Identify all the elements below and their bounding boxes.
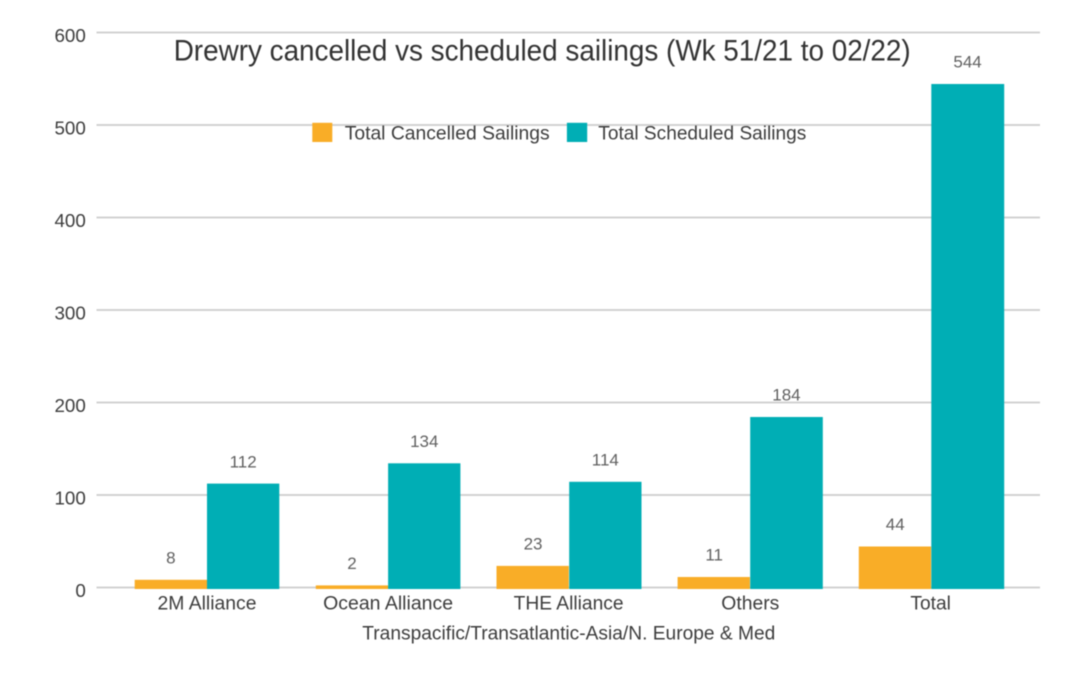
svg-text:Ocean Alliance: Ocean Alliance bbox=[323, 594, 453, 615]
svg-text:300: 300 bbox=[54, 302, 85, 323]
svg-text:200: 200 bbox=[54, 395, 85, 416]
svg-text:Others: Others bbox=[721, 594, 779, 615]
svg-text:Total: Total bbox=[910, 594, 951, 615]
svg-text:Total Scheduled Sailings: Total Scheduled Sailings bbox=[598, 122, 806, 144]
svg-text:184: 184 bbox=[772, 386, 800, 405]
svg-text:11: 11 bbox=[705, 546, 723, 565]
svg-text:23: 23 bbox=[524, 535, 543, 554]
svg-text:0: 0 bbox=[75, 580, 85, 601]
svg-text:2M Alliance: 2M Alliance bbox=[158, 594, 257, 615]
svg-text:Transpacific/Transatlantic-Asi: Transpacific/Transatlantic-Asia/N. Europ… bbox=[362, 623, 775, 644]
svg-text:600: 600 bbox=[54, 25, 85, 46]
svg-text:400: 400 bbox=[54, 210, 85, 231]
svg-text:134: 134 bbox=[410, 432, 438, 451]
svg-text:Total Cancelled Sailings: Total Cancelled Sailings bbox=[345, 122, 550, 144]
svg-text:Drewry cancelled vs scheduled: Drewry cancelled vs scheduled sailings (… bbox=[174, 34, 911, 67]
svg-text:8: 8 bbox=[166, 549, 175, 568]
svg-text:544: 544 bbox=[953, 53, 981, 72]
svg-text:114: 114 bbox=[592, 451, 619, 470]
svg-text:500: 500 bbox=[54, 117, 85, 138]
svg-text:2: 2 bbox=[347, 554, 356, 573]
svg-text:THE Alliance: THE Alliance bbox=[514, 594, 624, 615]
svg-text:112: 112 bbox=[230, 452, 257, 471]
svg-text:44: 44 bbox=[886, 515, 905, 534]
svg-text:100: 100 bbox=[54, 487, 85, 508]
